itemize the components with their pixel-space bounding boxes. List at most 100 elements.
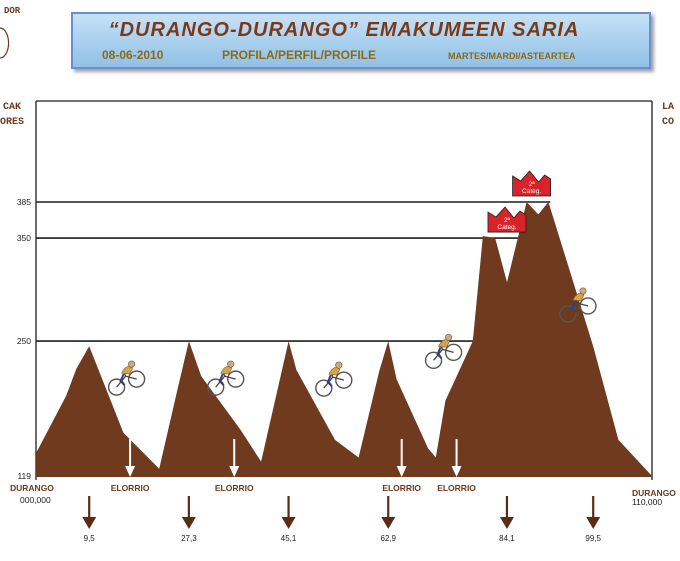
finish-km-label: 110,000	[632, 497, 662, 507]
km-marker-3: 45,1	[281, 496, 297, 543]
rider-head	[579, 287, 587, 295]
passage-marker-3: ELORRIO	[382, 439, 421, 493]
down-arrow-icon	[499, 517, 514, 529]
elevation-profile-shape	[36, 202, 652, 476]
race-title: “DURANGO-DURANGO” EMAKUMEEN SARIA	[109, 19, 580, 41]
passage-marker-4: ELORRIO	[437, 439, 476, 493]
cyclist-icon-1	[107, 360, 146, 396]
right-side-label-2: CO	[662, 117, 674, 128]
day-label: MARTES/MARDI/ASTEARTEA	[448, 51, 576, 61]
down-arrow-icon	[586, 517, 601, 529]
km-marker-5: 84,1	[499, 496, 515, 543]
category-label: 2ª	[504, 217, 511, 224]
mountain-flag-icon	[487, 206, 527, 233]
profile-area	[36, 202, 652, 477]
bike-wheel-rear	[107, 378, 126, 396]
start-town-label: DURANGO	[10, 483, 54, 493]
start-label-group: DURANGO 000,000	[10, 483, 54, 505]
y-tick-label-119: 119	[17, 471, 31, 481]
rider-head	[128, 360, 136, 368]
race-date: 08-06-2010	[102, 48, 164, 62]
y-tick-label-350: 350	[17, 233, 31, 243]
rider-legs	[119, 373, 126, 386]
down-arrow-icon	[82, 517, 97, 529]
profile-label: PROFILA/PERFIL/PROFILE	[222, 48, 376, 62]
left-side-label-2: ORES	[0, 117, 24, 128]
bike-wheel-rear	[207, 378, 225, 396]
bike-wheel-rear	[315, 379, 333, 397]
down-arrow-icon	[181, 517, 196, 529]
header-banner: “DURANGO-DURANGO” EMAKUMEEN SARIA 08-06-…	[71, 12, 651, 69]
rider-head	[335, 361, 343, 369]
cyclist-icon-5	[559, 287, 597, 323]
passage-town-label: ELORRIO	[437, 483, 476, 493]
km-marker-2: 27,3	[181, 496, 197, 543]
corner-top-left-text: DOR	[4, 6, 21, 16]
start-km-label: 000,000	[20, 495, 51, 505]
rider-head	[445, 333, 453, 341]
category-label-line-2: Categ.	[522, 188, 541, 195]
bike-wheel-rear	[424, 351, 443, 370]
rider-body	[220, 366, 233, 375]
bike-wheel-front	[335, 371, 353, 389]
seal-fragment-icon	[0, 27, 10, 59]
finish-label-group: DURANGO 110,000	[632, 488, 676, 507]
cyclist-icon-3	[315, 361, 353, 397]
rider-body	[572, 293, 585, 302]
km-marker-label: 84,1	[499, 534, 515, 543]
km-marker-label: 45,1	[281, 534, 297, 543]
left-side-label-1: CAK	[3, 102, 21, 113]
passage-marker-2: ELORRIO	[215, 439, 254, 493]
category-label-line-2: Categ.	[497, 224, 516, 231]
bike-wheel-front	[127, 370, 146, 388]
km-marker-label: 99,5	[585, 534, 601, 543]
down-arrow-icon	[229, 466, 240, 477]
bottom-km-markers: 9,5 27,3 45,1 62,9 84,1 99,5	[82, 496, 602, 543]
rider-legs	[436, 346, 443, 360]
bike-wheel-front	[579, 297, 597, 315]
km-marker-1: 9,5	[82, 496, 97, 543]
down-arrow-icon	[125, 466, 136, 477]
cyclist-icon-4	[424, 333, 463, 370]
km-marker-6: 99,5	[585, 496, 602, 543]
passage-town-label: ELORRIO	[111, 483, 150, 493]
km-marker-label: 27,3	[181, 534, 197, 543]
cyclist-illustrations	[107, 287, 597, 397]
rider-legs	[326, 374, 333, 387]
y-axis-ticks: 119 250 350 385	[17, 197, 31, 481]
cyclist-icon-2	[207, 360, 245, 396]
down-arrow-icon	[396, 466, 407, 477]
passage-town-label: ELORRIO	[215, 483, 254, 493]
category-label: 2ª	[529, 181, 536, 188]
bike-wheel-rear	[559, 305, 577, 323]
mountain-flag-icon	[512, 170, 551, 197]
km-marker-label: 9,5	[84, 534, 96, 543]
rider-body	[328, 367, 341, 376]
km-marker-4: 62,9	[380, 496, 397, 543]
y-tick-label-385: 385	[17, 197, 31, 207]
rider-body	[438, 339, 450, 348]
down-arrow-icon	[281, 517, 296, 529]
bike-wheel-front	[227, 370, 245, 388]
passage-markers: ELORRIO ELORRIO ELORRIO ELORRIO	[111, 439, 476, 493]
rider-head	[227, 360, 235, 368]
rider-body	[121, 366, 133, 375]
bike-wheel-front	[444, 343, 463, 362]
banner-background	[71, 12, 651, 69]
down-arrow-icon	[451, 466, 462, 477]
rider-legs	[218, 373, 225, 386]
passage-marker-1: ELORRIO	[111, 439, 150, 493]
down-arrow-icon	[381, 517, 396, 529]
reference-lines	[36, 201, 551, 342]
rider-legs	[570, 300, 577, 313]
y-tick-label-250: 250	[17, 336, 31, 346]
km-marker-label: 62,9	[380, 534, 396, 543]
passage-town-label: ELORRIO	[382, 483, 421, 493]
finish-town-label: DURANGO	[632, 488, 676, 498]
right-side-label-1: LA	[662, 102, 674, 113]
